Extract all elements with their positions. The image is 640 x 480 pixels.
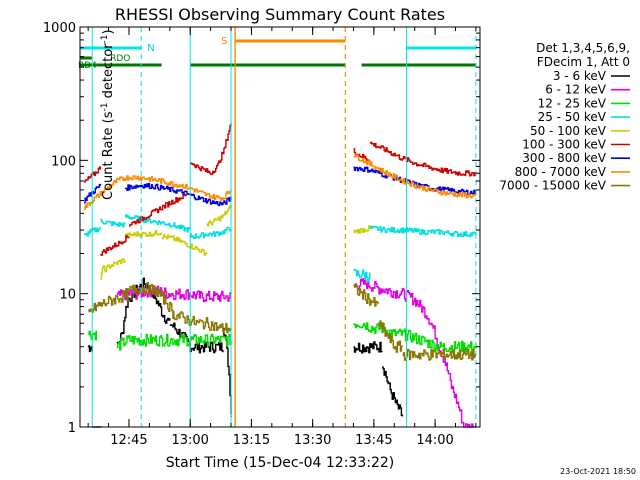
series-2-segment-3 bbox=[353, 322, 404, 338]
series-0-segment-6 bbox=[353, 341, 383, 354]
series-8-segment-2 bbox=[173, 311, 232, 334]
legend-label-1: 6 - 12 keV bbox=[545, 83, 607, 97]
x-tick-label-2: 13:15 bbox=[233, 433, 270, 448]
legend-label-3: 25 - 50 keV bbox=[538, 110, 607, 124]
rd4-flag-label: RD4 bbox=[78, 61, 97, 71]
series-0-segment-0 bbox=[88, 345, 93, 353]
series-2 bbox=[88, 322, 477, 428]
legend-label-0: 3 - 6 keV bbox=[553, 69, 607, 83]
observing-flags: RDO RD4 N S bbox=[78, 36, 476, 71]
y-tick-label-0: 1 bbox=[68, 421, 76, 436]
series-5-segment-3 bbox=[190, 123, 232, 175]
footer-date: 23-Oct-2021 18:50 bbox=[560, 467, 636, 476]
x-tick-label-5: 14:00 bbox=[416, 433, 453, 448]
series-0-segment-7 bbox=[382, 366, 404, 417]
chart-title: RHESSI Observing Summary Count Rates bbox=[115, 5, 445, 24]
legend: Det 1,3,4,5,6,9, FDecim 1, Att 0 3 - 6 k… bbox=[499, 41, 630, 193]
x-axis-label: Start Time (15-Dec-04 12:33:22) bbox=[166, 455, 394, 471]
series-lines bbox=[84, 123, 477, 428]
x-tick-label-1: 13:00 bbox=[171, 433, 208, 448]
series-3-segment-1 bbox=[100, 218, 126, 228]
rdo-flag-label: RDO bbox=[110, 54, 130, 64]
series-8-segment-3 bbox=[353, 283, 379, 307]
series-6-segment-3 bbox=[353, 166, 477, 196]
legend-header-line-2: FDecim 1, Att 0 bbox=[537, 55, 630, 69]
series-7-segment-3 bbox=[353, 153, 477, 199]
series-3-segment-4 bbox=[353, 268, 371, 283]
x-tick-label-0: 12:45 bbox=[110, 433, 147, 448]
series-4-segment-0 bbox=[100, 258, 126, 280]
series-0-segment-5 bbox=[222, 327, 232, 415]
series-8 bbox=[88, 282, 477, 361]
series-8-segment-4 bbox=[378, 320, 404, 353]
series-1-segment-2 bbox=[353, 278, 476, 428]
plot-border bbox=[79, 26, 481, 428]
x-tick-label-3: 13:30 bbox=[294, 433, 331, 448]
y-axis-label: Count Rate (s-1 detector-1) bbox=[100, 29, 116, 200]
legend-label-4: 50 - 100 keV bbox=[530, 124, 607, 138]
series-8-segment-0 bbox=[88, 288, 130, 313]
series-3 bbox=[84, 214, 477, 283]
night-flag-label: N bbox=[147, 43, 154, 54]
series-5 bbox=[84, 123, 477, 256]
y-axis-ticks: 1 10 100 1000 bbox=[43, 21, 480, 436]
series-4 bbox=[100, 204, 371, 280]
legend-label-6: 300 - 800 keV bbox=[522, 151, 606, 165]
series-4-segment-3 bbox=[206, 204, 232, 227]
y-tick-label-1: 10 bbox=[59, 288, 76, 303]
legend-label-7: 800 - 7000 keV bbox=[515, 165, 607, 179]
saa-flag-label: S bbox=[221, 36, 227, 47]
series-7-segment-2 bbox=[190, 187, 232, 202]
event-markers bbox=[91, 27, 477, 427]
series-2-segment-2 bbox=[116, 333, 232, 351]
series-4-segment-4 bbox=[353, 225, 371, 234]
series-5-segment-2 bbox=[129, 193, 187, 227]
series-5-segment-1 bbox=[100, 235, 130, 256]
series-0 bbox=[88, 277, 404, 428]
series-6-segment-1 bbox=[124, 182, 191, 196]
series-8-segment-1 bbox=[129, 282, 175, 320]
series-8-segment-5 bbox=[402, 348, 477, 361]
y-tick-label-3: 1000 bbox=[43, 21, 76, 36]
legend-label-8: 7000 - 15000 keV bbox=[499, 179, 606, 193]
legend-label-2: 12 - 25 keV bbox=[538, 96, 607, 110]
series-6-segment-2 bbox=[190, 193, 232, 207]
series-3-segment-3 bbox=[190, 226, 232, 239]
series-2-segment-4 bbox=[402, 328, 477, 354]
x-axis-ticks: 12:45 13:00 13:15 13:30 13:45 14:00 bbox=[87, 27, 477, 448]
legend-header-line-1: Det 1,3,4,5,6,9, bbox=[536, 41, 630, 55]
series-7-segment-1 bbox=[133, 175, 191, 190]
series-4-segment-2 bbox=[161, 234, 208, 256]
y-tick-label-2: 100 bbox=[51, 154, 76, 169]
plot-frame bbox=[79, 26, 481, 428]
series-3-segment-5 bbox=[369, 225, 477, 238]
legend-label-5: 100 - 300 keV bbox=[522, 138, 606, 152]
series-3-segment-2 bbox=[124, 214, 191, 233]
x-tick-label-4: 13:45 bbox=[355, 433, 392, 448]
series-5-segment-5 bbox=[369, 141, 477, 177]
series-4-segment-1 bbox=[124, 229, 163, 238]
